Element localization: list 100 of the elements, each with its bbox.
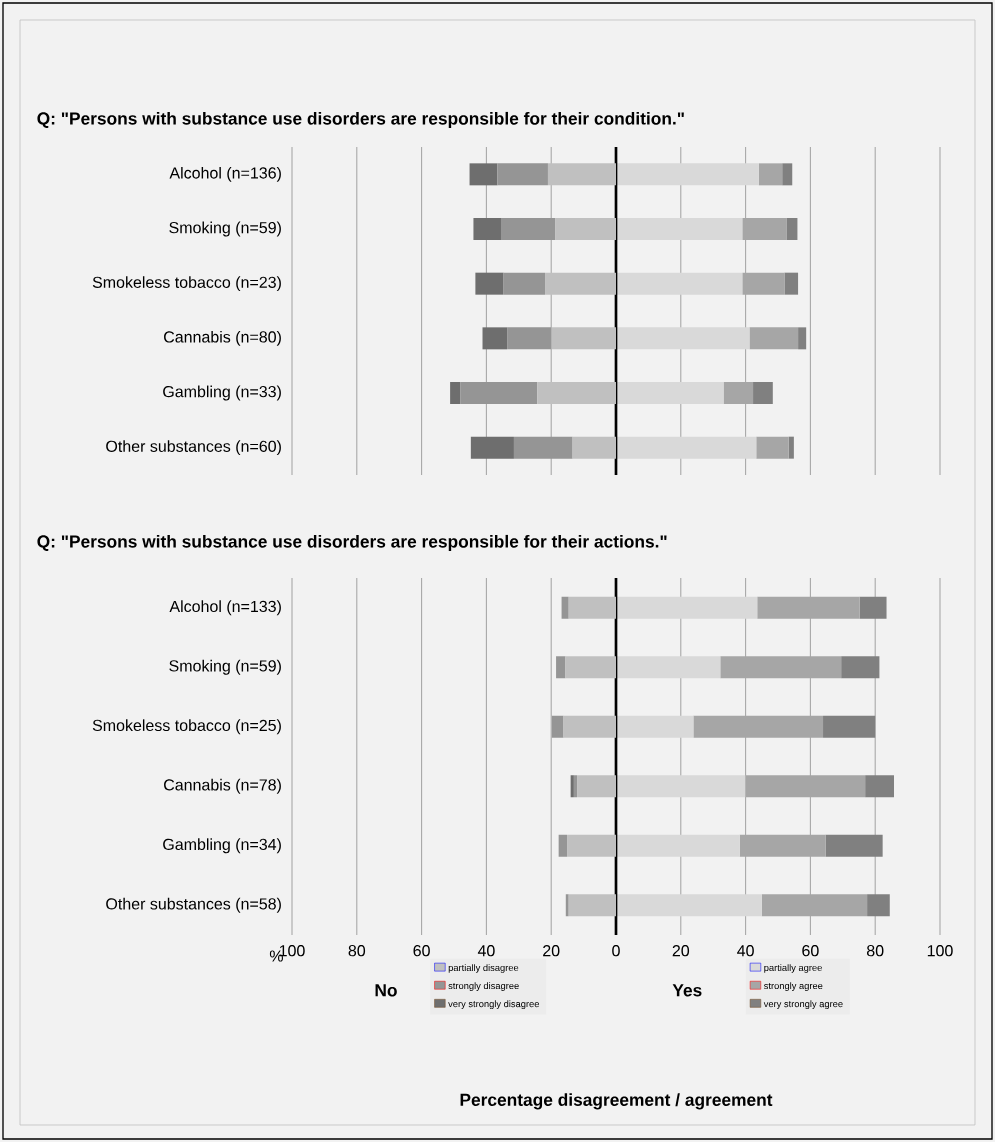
- bar: [616, 834, 740, 857]
- bar: [753, 382, 773, 404]
- bar: [482, 327, 508, 350]
- bar: [475, 272, 504, 295]
- bar: [825, 834, 883, 857]
- x-tick-label: 60: [802, 945, 819, 957]
- bar: [867, 894, 890, 917]
- legend-label: strongly disagree: [448, 982, 519, 991]
- bar: [616, 894, 762, 917]
- bar: [537, 382, 616, 404]
- y-tick-label: Smokeless tobacco (n=23): [92, 276, 281, 292]
- chart-title: Q: "Persons with substance use disorders are responsible for their actions.": [37, 534, 667, 552]
- legend-label: partially agree: [764, 964, 822, 973]
- y-tick-label: Gambling (n=33): [163, 385, 281, 401]
- y-tick-label: Smoking (n=59): [169, 221, 281, 237]
- bar: [567, 834, 616, 857]
- bar: [565, 894, 569, 917]
- bar: [507, 327, 552, 350]
- bar: [551, 715, 564, 738]
- bar: [616, 218, 743, 241]
- x-tick-label: 80: [348, 945, 366, 957]
- bar: [616, 382, 724, 404]
- bar: [573, 775, 578, 798]
- bar: [859, 596, 887, 619]
- bar: [572, 436, 616, 459]
- legend-label: strongly agree: [763, 982, 823, 991]
- bar: [616, 163, 759, 186]
- bar: [841, 656, 880, 679]
- text: Yes: [672, 984, 702, 997]
- x-tick-label: 60: [413, 945, 430, 957]
- bar: [616, 596, 758, 619]
- bar: [782, 163, 793, 186]
- bar: [616, 272, 743, 295]
- y-tick-label: Other substances (n=58): [106, 897, 281, 913]
- bar: [758, 163, 783, 186]
- y-tick-label: Other substances (n=60): [106, 440, 281, 456]
- y-tick-label: Smoking (n=59): [169, 659, 281, 675]
- bar: [460, 382, 538, 404]
- bar: [547, 163, 616, 186]
- bar: [786, 218, 798, 241]
- bar: [739, 834, 826, 857]
- bar: [568, 596, 616, 619]
- x-tick-label: 40: [477, 945, 495, 957]
- y-tick-label: Smokeless tobacco (n=25): [92, 719, 281, 735]
- bar: [756, 436, 789, 459]
- y-tick-label: Cannabis (n=78): [164, 778, 281, 794]
- bar: [616, 436, 757, 459]
- bar: [545, 272, 616, 295]
- bar: [555, 218, 616, 241]
- bar: [568, 894, 616, 917]
- bar: [470, 436, 514, 459]
- legend-label: very strongly disagree: [448, 1000, 540, 1010]
- x-tick-label: 100: [927, 945, 953, 957]
- y-tick-label: Gambling (n=34): [163, 838, 281, 854]
- bar: [788, 436, 794, 459]
- y-tick-label: Cannabis (n=80): [164, 330, 281, 346]
- bar: [742, 218, 787, 241]
- bar: [723, 382, 754, 404]
- bar: [616, 327, 750, 350]
- bar: [757, 596, 860, 619]
- bar: [761, 894, 868, 917]
- x-axis-title: Percentage disagreement / agreement: [460, 1093, 773, 1110]
- x-tick-label: 0: [612, 945, 620, 957]
- bar: [497, 163, 548, 186]
- chart-title: Q: "Persons with substance use disorders are responsible for their condition.": [37, 111, 684, 129]
- bar: [742, 272, 785, 295]
- bar: [749, 327, 799, 350]
- bar: [513, 436, 573, 459]
- bar: [473, 218, 501, 241]
- bar: [556, 656, 566, 679]
- bar: [561, 596, 569, 619]
- bar: [570, 775, 574, 798]
- bar: [551, 327, 616, 350]
- x-tick-label: 20: [672, 945, 690, 957]
- bar: [798, 327, 807, 350]
- bar: [503, 272, 546, 295]
- bar: [565, 656, 616, 679]
- x-tick-label: 80: [866, 945, 884, 957]
- bar: [450, 382, 461, 404]
- y-tick-label: Alcohol (n=133): [169, 600, 281, 616]
- bar: [745, 775, 866, 798]
- bar: [784, 272, 799, 295]
- bar: [693, 715, 824, 738]
- bar: [616, 656, 721, 679]
- bar: [823, 715, 876, 738]
- y-tick-label: Alcohol (n=136): [169, 166, 281, 182]
- bar: [616, 715, 694, 738]
- bar: [616, 775, 746, 798]
- text: No: [375, 984, 397, 997]
- legend-label: very strongly agree: [763, 1000, 843, 1010]
- bar: [500, 218, 556, 241]
- legend-label: partially disagree: [448, 964, 519, 973]
- bar: [558, 834, 568, 857]
- x-tick-label: 20: [543, 945, 560, 957]
- bar: [563, 715, 616, 738]
- bar: [469, 163, 498, 186]
- x-tick-label: 40: [737, 945, 754, 957]
- bar: [720, 656, 842, 679]
- bar: [577, 775, 616, 798]
- bar: [865, 775, 894, 798]
